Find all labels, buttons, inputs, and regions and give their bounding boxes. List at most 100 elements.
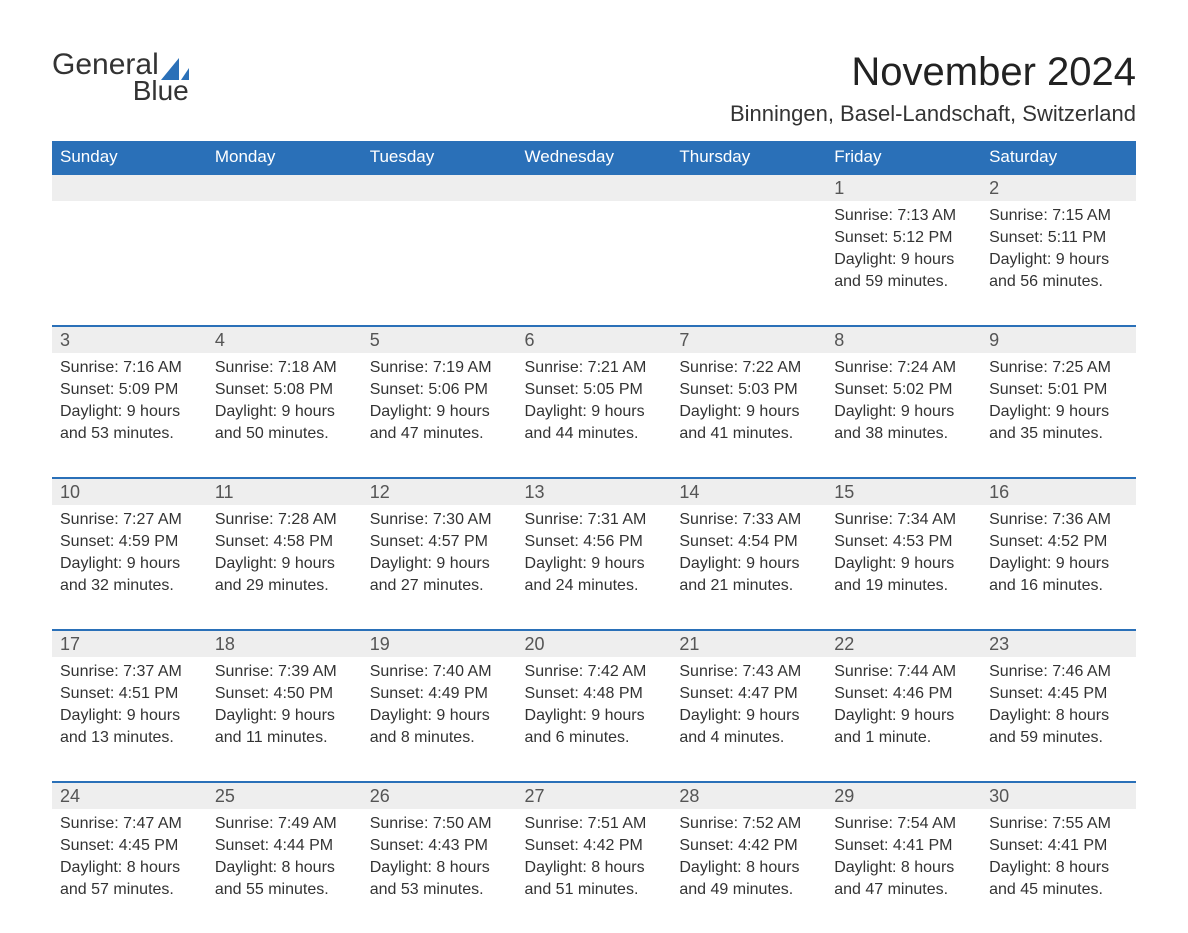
page: General Blue November 2024 Binningen, Ba… bbox=[0, 0, 1188, 933]
day-number: 25 bbox=[207, 781, 362, 809]
day-number: 3 bbox=[52, 325, 207, 353]
day-sunset: Sunset: 4:52 PM bbox=[989, 531, 1128, 553]
week-daynum-row: 10Sunrise: 7:27 AMSunset: 4:59 PMDayligh… bbox=[52, 477, 1136, 599]
day-body bbox=[207, 201, 362, 293]
day-body: Sunrise: 7:42 AMSunset: 4:48 PMDaylight:… bbox=[517, 657, 672, 751]
day-number: 7 bbox=[671, 325, 826, 353]
day-body: Sunrise: 7:44 AMSunset: 4:46 PMDaylight:… bbox=[826, 657, 981, 751]
day-body: Sunrise: 7:16 AMSunset: 5:09 PMDaylight:… bbox=[52, 353, 207, 447]
day-d1: Daylight: 8 hours bbox=[215, 857, 354, 879]
day-cell: 11Sunrise: 7:28 AMSunset: 4:58 PMDayligh… bbox=[207, 477, 362, 599]
day-cell: 3Sunrise: 7:16 AMSunset: 5:09 PMDaylight… bbox=[52, 325, 207, 447]
day-number: 4 bbox=[207, 325, 362, 353]
day-sunrise: Sunrise: 7:51 AM bbox=[525, 813, 664, 835]
day-number: 2 bbox=[981, 173, 1136, 201]
day-d1: Daylight: 9 hours bbox=[525, 553, 664, 575]
day-d2: and 35 minutes. bbox=[989, 423, 1128, 445]
calendar-table: Sunday Monday Tuesday Wednesday Thursday… bbox=[52, 141, 1136, 903]
title-block: November 2024 Binningen, Basel-Landschaf… bbox=[730, 50, 1136, 141]
day-sunset: Sunset: 4:45 PM bbox=[60, 835, 199, 857]
day-d2: and 21 minutes. bbox=[679, 575, 818, 597]
day-cell: 24Sunrise: 7:47 AMSunset: 4:45 PMDayligh… bbox=[52, 781, 207, 903]
day-body: Sunrise: 7:15 AMSunset: 5:11 PMDaylight:… bbox=[981, 201, 1136, 295]
header: General Blue November 2024 Binningen, Ba… bbox=[52, 50, 1136, 141]
day-sunset: Sunset: 4:43 PM bbox=[370, 835, 509, 857]
day-body: Sunrise: 7:19 AMSunset: 5:06 PMDaylight:… bbox=[362, 353, 517, 447]
day-d2: and 1 minute. bbox=[834, 727, 973, 749]
day-sunrise: Sunrise: 7:27 AM bbox=[60, 509, 199, 531]
day-cell: 16Sunrise: 7:36 AMSunset: 4:52 PMDayligh… bbox=[981, 477, 1136, 599]
day-body: Sunrise: 7:36 AMSunset: 4:52 PMDaylight:… bbox=[981, 505, 1136, 599]
day-d2: and 38 minutes. bbox=[834, 423, 973, 445]
day-d2: and 8 minutes. bbox=[370, 727, 509, 749]
brand-blue: Blue bbox=[133, 75, 189, 106]
day-d1: Daylight: 9 hours bbox=[60, 705, 199, 727]
day-sunset: Sunset: 4:56 PM bbox=[525, 531, 664, 553]
day-body: Sunrise: 7:25 AMSunset: 5:01 PMDaylight:… bbox=[981, 353, 1136, 447]
day-d1: Daylight: 9 hours bbox=[215, 401, 354, 423]
day-number: 27 bbox=[517, 781, 672, 809]
day-number: 16 bbox=[981, 477, 1136, 505]
day-sunset: Sunset: 4:58 PM bbox=[215, 531, 354, 553]
day-sunrise: Sunrise: 7:18 AM bbox=[215, 357, 354, 379]
week-daynum-row: 24Sunrise: 7:47 AMSunset: 4:45 PMDayligh… bbox=[52, 781, 1136, 903]
day-number: 23 bbox=[981, 629, 1136, 657]
day-number: 30 bbox=[981, 781, 1136, 809]
dow-sunday: Sunday bbox=[52, 141, 207, 173]
day-sunrise: Sunrise: 7:19 AM bbox=[370, 357, 509, 379]
day-d2: and 59 minutes. bbox=[834, 271, 973, 293]
location-subtitle: Binningen, Basel-Landschaft, Switzerland bbox=[730, 101, 1136, 127]
day-cell: 22Sunrise: 7:44 AMSunset: 4:46 PMDayligh… bbox=[826, 629, 981, 751]
day-d1: Daylight: 9 hours bbox=[989, 553, 1128, 575]
week-separator bbox=[52, 599, 1136, 629]
dow-saturday: Saturday bbox=[981, 141, 1136, 173]
day-body: Sunrise: 7:55 AMSunset: 4:41 PMDaylight:… bbox=[981, 809, 1136, 903]
day-cell bbox=[207, 173, 362, 295]
day-d2: and 55 minutes. bbox=[215, 879, 354, 901]
day-d1: Daylight: 8 hours bbox=[989, 705, 1128, 727]
day-sunset: Sunset: 4:42 PM bbox=[679, 835, 818, 857]
day-sunrise: Sunrise: 7:39 AM bbox=[215, 661, 354, 683]
day-sunrise: Sunrise: 7:13 AM bbox=[834, 205, 973, 227]
day-cell: 23 Sunrise: 7:46 AMSunset: 4:45 PMDayligh… bbox=[981, 629, 1136, 751]
day-cell: 8Sunrise: 7:24 AMSunset: 5:02 PMDaylight… bbox=[826, 325, 981, 447]
day-d2: and 49 minutes. bbox=[679, 879, 818, 901]
day-body: Sunrise: 7:51 AMSunset: 4:42 PMDaylight:… bbox=[517, 809, 672, 903]
day-sunset: Sunset: 4:59 PM bbox=[60, 531, 199, 553]
day-sunset: Sunset: 4:51 PM bbox=[60, 683, 199, 705]
day-sunrise: Sunrise: 7:54 AM bbox=[834, 813, 973, 835]
day-d2: and 50 minutes. bbox=[215, 423, 354, 445]
day-number: 11 bbox=[207, 477, 362, 505]
day-number bbox=[671, 173, 826, 201]
day-number: 6 bbox=[517, 325, 672, 353]
day-sunset: Sunset: 4:45 PM bbox=[989, 683, 1128, 705]
day-sunset: Sunset: 4:41 PM bbox=[834, 835, 973, 857]
day-d1: Daylight: 9 hours bbox=[834, 705, 973, 727]
day-sunrise: Sunrise: 7:46 AM bbox=[989, 661, 1128, 683]
day-cell: 2Sunrise: 7:15 AMSunset: 5:11 PMDaylight… bbox=[981, 173, 1136, 295]
calendar-body: 1Sunrise: 7:13 AMSunset: 5:12 PMDaylight… bbox=[52, 173, 1136, 903]
day-number: 1 bbox=[826, 173, 981, 201]
day-sunrise: Sunrise: 7:34 AM bbox=[834, 509, 973, 531]
week-separator bbox=[52, 295, 1136, 325]
day-sunrise: Sunrise: 7:31 AM bbox=[525, 509, 664, 531]
day-sunrise: Sunrise: 7:44 AM bbox=[834, 661, 973, 683]
day-cell: 14Sunrise: 7:33 AMSunset: 4:54 PMDayligh… bbox=[671, 477, 826, 599]
day-d1: Daylight: 9 hours bbox=[834, 249, 973, 271]
day-d2: and 47 minutes. bbox=[834, 879, 973, 901]
day-body: Sunrise: 7:21 AMSunset: 5:05 PMDaylight:… bbox=[517, 353, 672, 447]
day-cell: 1Sunrise: 7:13 AMSunset: 5:12 PMDaylight… bbox=[826, 173, 981, 295]
day-sunrise: Sunrise: 7:37 AM bbox=[60, 661, 199, 683]
day-d1: Daylight: 9 hours bbox=[525, 705, 664, 727]
day-cell: 10Sunrise: 7:27 AMSunset: 4:59 PMDayligh… bbox=[52, 477, 207, 599]
day-cell: 28Sunrise: 7:52 AMSunset: 4:42 PMDayligh… bbox=[671, 781, 826, 903]
day-d1: Daylight: 9 hours bbox=[679, 705, 818, 727]
week-separator bbox=[52, 751, 1136, 781]
day-body: Sunrise: 7:30 AMSunset: 4:57 PMDaylight:… bbox=[362, 505, 517, 599]
day-body: Sunrise: 7:22 AMSunset: 5:03 PMDaylight:… bbox=[671, 353, 826, 447]
day-sunset: Sunset: 5:08 PM bbox=[215, 379, 354, 401]
day-number: 28 bbox=[671, 781, 826, 809]
day-cell: 7Sunrise: 7:22 AMSunset: 5:03 PMDaylight… bbox=[671, 325, 826, 447]
day-sunset: Sunset: 4:49 PM bbox=[370, 683, 509, 705]
day-d2: and 16 minutes. bbox=[989, 575, 1128, 597]
